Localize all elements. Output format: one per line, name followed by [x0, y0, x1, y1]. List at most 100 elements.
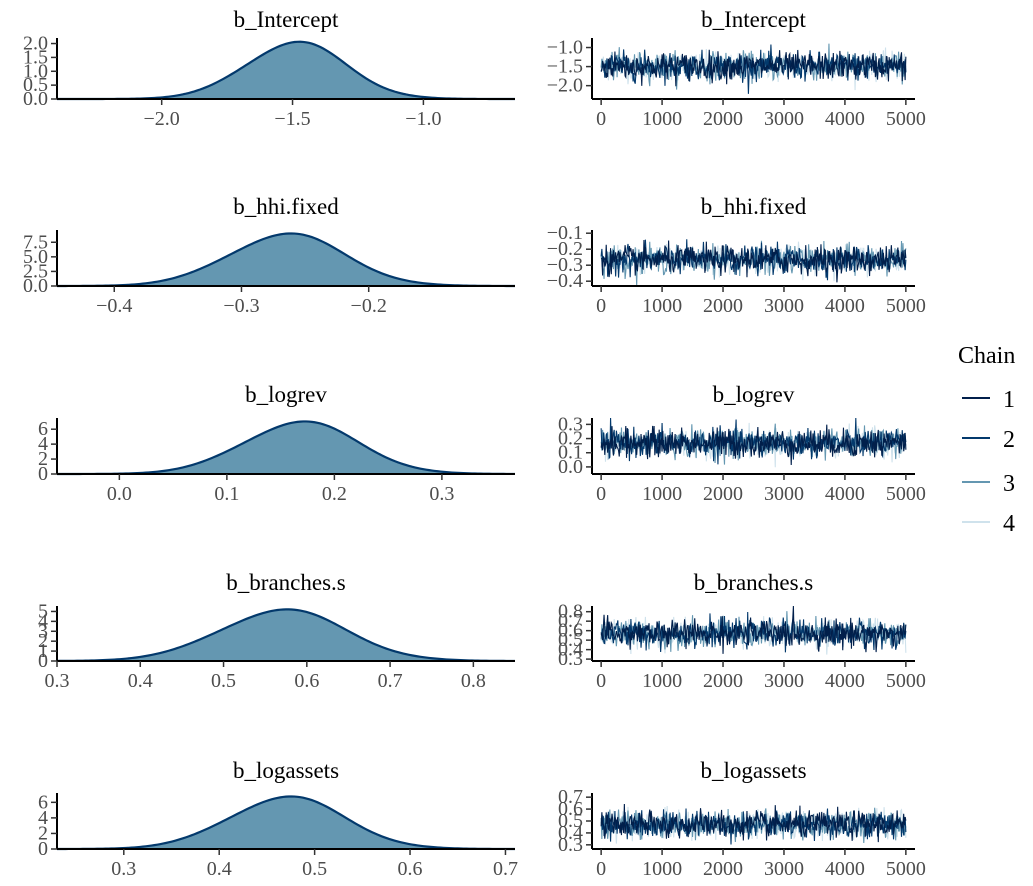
trace-b-logassets-x-tick-label: 4000 — [825, 858, 865, 880]
trace-b-logassets-x-tick-label: 0 — [596, 858, 606, 880]
trace-b-branches-s-y-tick-label: 0.3 — [558, 648, 583, 670]
density-b-hhi-fixed-title: b_hhi.fixed — [233, 194, 339, 219]
trace-b-hhi-fixed-y-tick-label: −0.2 — [547, 238, 583, 260]
density-b-branches-s-x-tick-label: 0.7 — [378, 670, 403, 692]
density-b-branches-s-y-tick-label: 0 — [38, 650, 48, 672]
trace-b-hhi-fixed-y-tick-label: −0.1 — [547, 222, 583, 244]
trace-b-logrev-y-tick-label: 0.3 — [558, 413, 583, 435]
trace-b-logrev-x-tick-label: 2000 — [703, 483, 743, 505]
density-b-branches-s-y-tick-label: 2 — [38, 630, 48, 652]
trace-b-hhi-fixed-chain-1 — [600, 240, 907, 283]
legend-item-4: 4 — [962, 511, 1015, 537]
trace-b-logassets-y-tick-label: 0.5 — [558, 810, 583, 832]
trace-b-hhi-fixed-y-tick-label: −0.4 — [547, 270, 583, 292]
trace-b-intercept-y-tick-label: −1.0 — [547, 37, 583, 59]
density-b-intercept-x-tick-label: −1.0 — [405, 108, 441, 130]
density-b-branches-s-x-tick-label: 0.4 — [128, 670, 153, 692]
density-b-intercept-y-tick-label: 0.0 — [23, 88, 48, 110]
trace-b-intercept-x-tick-label: 1000 — [642, 108, 682, 130]
trace-b-intercept-x-tick-label: 5000 — [886, 108, 926, 130]
density-b-logrev-y-tick-label: 0 — [38, 463, 48, 485]
trace-b-hhi-fixed-x-tick-label: 2000 — [703, 295, 743, 317]
density-b-hhi-fixed-y-tick-label: 7.5 — [23, 231, 48, 253]
trace-b-logrev-panel: b_logrev 0.00.10.20.3 0 1000 2000 3000 4000 500… — [558, 382, 926, 505]
trace-b-hhi-fixed-y-tick-label: −0.3 — [547, 254, 583, 276]
density-b-branches-s-x-tick-label: 0.5 — [211, 670, 236, 692]
density-b-intercept-y-tick-label: 1.5 — [23, 46, 48, 68]
trace-b-hhi-fixed-panel: b_hhi.fixed −0.4−0.3−0.2−0.1 0 1000 2000 3000… — [547, 194, 926, 317]
trace-b-hhi-fixed-x-tick-label: 3000 — [764, 295, 804, 317]
trace-b-intercept-x-tick-label: 2000 — [703, 108, 743, 130]
trace-b-intercept-x-tick-label: 0 — [596, 108, 606, 130]
density-b-logassets-area — [57, 796, 515, 849]
trace-b-logrev-x-tick-label: 0 — [596, 483, 606, 505]
density-b-intercept-y-tick-label: 0.5 — [23, 74, 48, 96]
trace-b-logrev-y-tick-label: 0.2 — [558, 428, 583, 450]
density-b-intercept-x-tick-label: −1.5 — [274, 108, 310, 130]
trace-b-intercept-x-tick-label: 3000 — [764, 108, 804, 130]
density-b-hhi-fixed-panel: b_hhi.fixed 0.02.55.07.5 −0.4 −0.3 −0.2 — [23, 194, 515, 317]
trace-b-branches-s-y-tick-label: 0.5 — [558, 629, 583, 651]
density-b-logassets-x-tick-label: 0.6 — [398, 858, 423, 880]
trace-b-intercept-y-tick-label: −1.5 — [547, 56, 583, 78]
trace-b-hhi-fixed-x-tick-label: 4000 — [825, 295, 865, 317]
legend-title: Chain — [958, 343, 1015, 369]
density-b-logassets-y-tick-label: 2 — [38, 822, 48, 844]
density-b-branches-s-y-tick-label: 1 — [38, 640, 48, 662]
trace-b-branches-s-title: b_branches.s — [694, 570, 813, 595]
density-b-logassets-x-tick-label: 0.3 — [111, 858, 136, 880]
trace-b-hhi-fixed-x-tick-label: 0 — [596, 295, 606, 317]
density-b-logrev-area — [57, 421, 515, 474]
legend-label-2: 2 — [1003, 427, 1015, 453]
density-b-logassets-y-tick-label: 6 — [38, 791, 48, 813]
density-b-branches-s-title: b_branches.s — [226, 570, 345, 595]
density-b-intercept-area — [57, 41, 515, 99]
trace-b-branches-s-chain-1 — [600, 605, 907, 654]
density-b-hhi-fixed-curve — [57, 232, 515, 288]
trace-b-logassets-x-tick-label: 5000 — [886, 858, 926, 880]
density-b-logrev-y-tick-label: 4 — [38, 433, 48, 455]
trace-b-intercept-panel: b_Intercept −2.0−1.5−1.0 0 1000 2000 3000 4000… — [547, 7, 926, 130]
density-b-branches-s-x-tick-label: 0.6 — [294, 670, 319, 692]
density-b-logrev-y-tick-label: 2 — [38, 448, 48, 470]
density-b-intercept-y-tick-label: 2.0 — [23, 33, 48, 55]
density-b-logassets-title: b_logassets — [233, 758, 339, 783]
trace-b-logassets-x-tick-label: 2000 — [703, 858, 743, 880]
legend-item-2: 2 — [962, 427, 1015, 453]
trace-b-branches-s-x-tick-label: 3000 — [764, 670, 804, 692]
trace-b-branches-s-x-tick-label: 2000 — [703, 670, 743, 692]
trace-b-branches-s-x-tick-label: 4000 — [825, 670, 865, 692]
density-b-branches-s-x-tick-label: 0.3 — [45, 670, 70, 692]
density-b-branches-s-y-tick-label: 4 — [38, 610, 48, 632]
density-b-intercept-title: b_Intercept — [234, 7, 339, 32]
legend-label-3: 3 — [1003, 471, 1015, 497]
trace-b-hhi-fixed-x-tick-label: 5000 — [886, 295, 926, 317]
trace-b-logassets-y-tick-label: 0.7 — [558, 786, 583, 808]
trace-b-logassets-y-tick-label: 0.3 — [558, 834, 583, 856]
trace-b-branches-s-x-tick-label: 0 — [596, 670, 606, 692]
trace-b-hhi-fixed-title: b_hhi.fixed — [701, 194, 807, 219]
trace-b-logassets-y-tick-label: 0.6 — [558, 798, 583, 820]
density-b-hhi-fixed-y-tick-label: 5.0 — [23, 246, 48, 268]
density-b-branches-s-y-tick-label: 3 — [38, 620, 48, 642]
trace-b-logrev-x-tick-label: 4000 — [825, 483, 865, 505]
trace-b-logrev-title: b_logrev — [713, 382, 795, 407]
trace-b-logassets-chain-1 — [600, 803, 907, 843]
trace-b-branches-s-y-tick-label: 0.6 — [558, 620, 583, 642]
legend-item-3: 3 — [962, 471, 1015, 497]
trace-b-intercept-chain-1 — [600, 49, 907, 87]
density-b-branches-s-area — [57, 609, 515, 661]
density-b-logassets-y-tick-label: 4 — [38, 807, 48, 829]
density-b-hhi-fixed-x-tick-label: −0.2 — [351, 295, 387, 317]
density-b-intercept-x-tick-label: −2.0 — [144, 108, 180, 130]
density-b-logassets-x-tick-label: 0.5 — [302, 858, 327, 880]
trace-b-logassets-title: b_logassets — [700, 758, 806, 783]
density-b-hhi-fixed-y-tick-label: 0.0 — [23, 275, 48, 297]
density-b-hhi-fixed-x-tick-label: −0.3 — [223, 295, 259, 317]
density-b-logassets-y-tick-label: 0 — [38, 838, 48, 860]
trace-b-branches-s-y-tick-label: 0.7 — [558, 610, 583, 632]
trace-b-logrev-y-tick-label: 0.0 — [558, 456, 583, 478]
